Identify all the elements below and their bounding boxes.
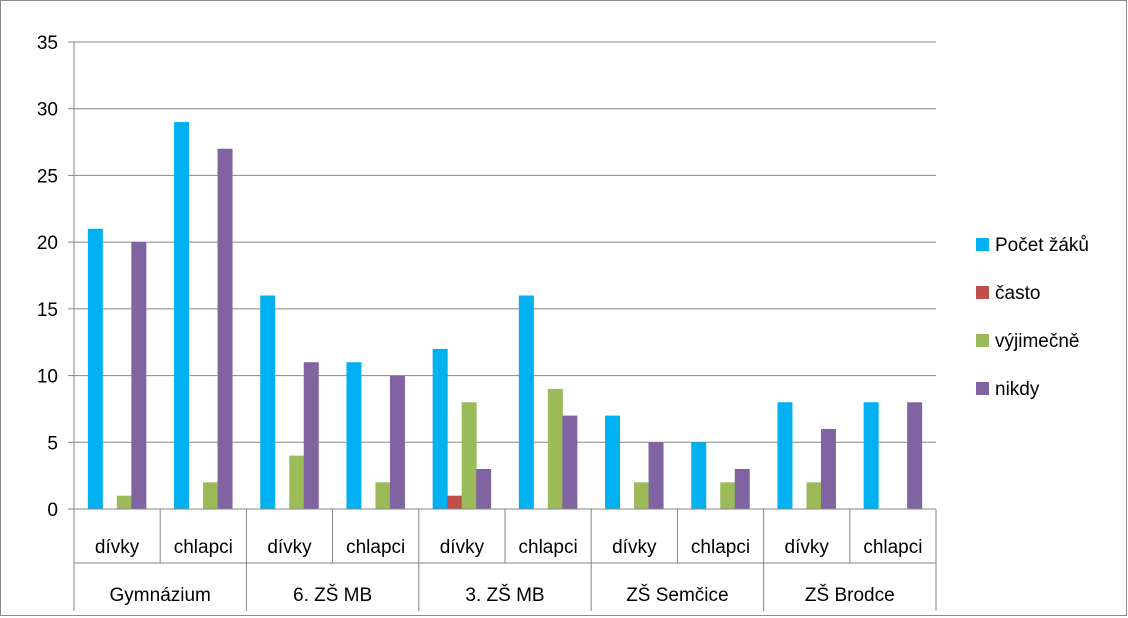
- y-tick-label: 10: [37, 367, 58, 388]
- bar-nikdy: [562, 416, 577, 509]
- x-tick-label: dívky: [95, 537, 140, 558]
- bar-výjimečně: [548, 389, 563, 509]
- x-tick-label: chlapci: [346, 537, 405, 558]
- bar-počet-žáků: [605, 416, 620, 509]
- y-tick-label: 5: [47, 433, 58, 454]
- x-tick-label: chlapci: [519, 537, 578, 558]
- y-tick-label: 0: [47, 500, 58, 521]
- bar-výjimečně: [375, 482, 390, 509]
- x-tick-label: chlapci: [174, 537, 233, 558]
- bar-výjimečně: [117, 496, 132, 509]
- legend-swatch: [976, 238, 989, 251]
- bar-nikdy: [907, 402, 922, 509]
- x-tick-label: chlapci: [863, 537, 922, 558]
- gridlines: [74, 42, 936, 442]
- bar-počet-žáků: [864, 402, 879, 509]
- x-group-label: ZŠ Semčice: [626, 584, 728, 606]
- bar-počet-žáků: [260, 296, 275, 509]
- bar-často: [447, 496, 462, 509]
- x-tick-label: dívky: [612, 537, 657, 558]
- x-tick-label: dívky: [785, 537, 830, 558]
- bar-nikdy: [649, 442, 664, 509]
- bar-počet-žáků: [777, 402, 792, 509]
- bar-nikdy: [476, 469, 491, 509]
- legend: Počet žáků často výjimečně nikdy: [976, 235, 1089, 400]
- y-tick-label: 30: [37, 100, 58, 121]
- x-group-label: Gymnázium: [110, 585, 211, 606]
- bar-výjimečně: [203, 482, 218, 509]
- bars: [88, 122, 922, 509]
- bar-výjimečně: [634, 482, 649, 509]
- legend-swatch: [976, 382, 989, 395]
- legend-label: Počet žáků: [995, 235, 1089, 256]
- bar-počet-žáků: [174, 122, 189, 509]
- bar-nikdy: [390, 376, 405, 509]
- axes: 0 5 10 15 20 25 30 35 dívky chlapci dívky chlapci dí…: [37, 33, 936, 611]
- bar-počet-žáků: [519, 296, 534, 509]
- x-group-label: 3. ZŠ MB: [465, 584, 544, 606]
- x-tick-label: chlapci: [691, 537, 750, 558]
- bar-nikdy: [821, 429, 836, 509]
- bar-nikdy: [131, 242, 146, 509]
- bar-počet-žáků: [346, 362, 361, 509]
- x-tick-label: dívky: [267, 537, 312, 558]
- bar-nikdy: [218, 149, 233, 509]
- x-group-label: ZŠ Brodce: [805, 584, 895, 606]
- legend-label: výjimečně: [995, 331, 1079, 352]
- legend-label: často: [995, 283, 1040, 304]
- legend-swatch: [976, 334, 989, 347]
- legend-label: nikdy: [995, 379, 1040, 400]
- y-tick-label: 25: [37, 166, 58, 187]
- bar-výjimečně: [806, 482, 821, 509]
- y-tick-label: 35: [37, 33, 58, 54]
- bar-počet-žáků: [88, 229, 103, 509]
- bar-nikdy: [735, 469, 750, 509]
- x-tick-label: dívky: [440, 537, 485, 558]
- y-tick-label: 20: [37, 233, 58, 254]
- bar-výjimečně: [720, 482, 735, 509]
- legend-swatch: [976, 286, 989, 299]
- bar-výjimečně: [289, 456, 304, 509]
- bar-počet-žáků: [433, 349, 448, 509]
- bar-nikdy: [304, 362, 319, 509]
- y-tick-label: 15: [37, 300, 58, 321]
- bar-výjimečně: [462, 402, 477, 509]
- bar-počet-žáků: [691, 442, 706, 509]
- x-group-label: 6. ZŠ MB: [293, 584, 372, 606]
